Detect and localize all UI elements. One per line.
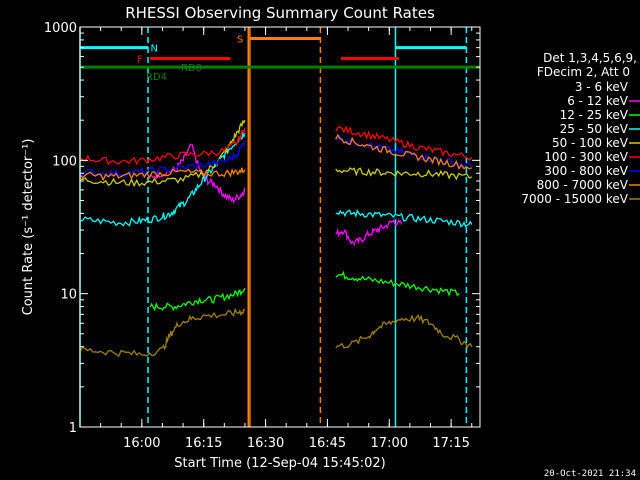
flag-bars: NF S RD0 RD4 [80, 34, 480, 83]
series-line-7-0 [79, 167, 246, 182]
legend-label-8: 7000 - 15000 keV [521, 192, 628, 206]
x-axis-label: Start Time (12-Sep-04 15:45:02) [174, 456, 385, 471]
annotation-rd4: RD4 [146, 72, 167, 83]
y-tick-label-2: 100 [52, 154, 77, 169]
series-line-2-1 [335, 270, 460, 297]
timestamp: 20-Oct-2021 21:34 [544, 469, 636, 479]
y-axis-label: Count Rate (s⁻¹ detector⁻¹) [21, 139, 36, 316]
legend-label-0: 3 - 6 keV [575, 80, 629, 94]
legend-label-4: 50 - 100 keV [552, 136, 629, 150]
series-line-7-1 [335, 133, 473, 170]
x-tick-label-2: 16:30 [247, 436, 284, 451]
x-tick-label-5: 17:15 [432, 436, 469, 451]
annotation-rd0: RD0 [181, 63, 202, 74]
x-tick-label-4: 17:00 [371, 436, 408, 451]
legend-label-5: 100 - 300 keV [544, 150, 628, 164]
x-tick-label-3: 16:45 [309, 436, 346, 451]
axis-ticks: 16:00 16:15 16:30 16:45 17:00 17:15 1 10 100 1000 [44, 21, 480, 451]
series-line-0-1 [335, 210, 403, 233]
legend-label-3: 25 - 50 keV [560, 122, 629, 136]
series-line-5-0 [79, 127, 246, 166]
series-line-3-1 [335, 208, 473, 228]
legend-label-2: 12 - 25 keV [560, 108, 629, 122]
x-tick-label-0: 16:00 [123, 436, 160, 451]
legend-label-1: 6 - 12 keV [567, 94, 629, 108]
legend-label-7: 800 - 7000 keV [537, 178, 629, 192]
series-line-1-1 [335, 218, 403, 246]
legend: Det 1,3,4,5,6,9, FDecim 2, Att 0 3 - 6 k… [521, 51, 640, 206]
legend-header-line-2: FDecim 2, Att 0 [537, 65, 630, 79]
y-tick-label-0: 1 [69, 421, 77, 436]
chart-title: RHESSI Observing Summary Count Rates [125, 4, 435, 22]
y-tick-label-3: 1000 [44, 21, 77, 36]
flag-label-s: S [237, 34, 243, 45]
series-line-3-0 [79, 131, 246, 227]
legend-label-6: 300 - 800 keV [544, 164, 628, 178]
series-line-8-1 [335, 314, 473, 350]
y-tick-label-1: 10 [60, 288, 77, 303]
series-line-4-1 [335, 167, 473, 181]
series-line-4-0 [79, 119, 246, 188]
legend-header-line-1: Det 1,3,4,5,6,9, [543, 51, 637, 65]
flag-label-f: F [137, 55, 143, 66]
x-tick-label-1: 16:15 [185, 436, 222, 451]
series-line-8-0 [79, 307, 246, 358]
series-line-5-1 [335, 125, 473, 161]
flag-label-n: N [150, 44, 157, 55]
series-lines [79, 119, 473, 358]
plot-frame [79, 26, 481, 428]
series-line-2-0 [149, 287, 246, 312]
